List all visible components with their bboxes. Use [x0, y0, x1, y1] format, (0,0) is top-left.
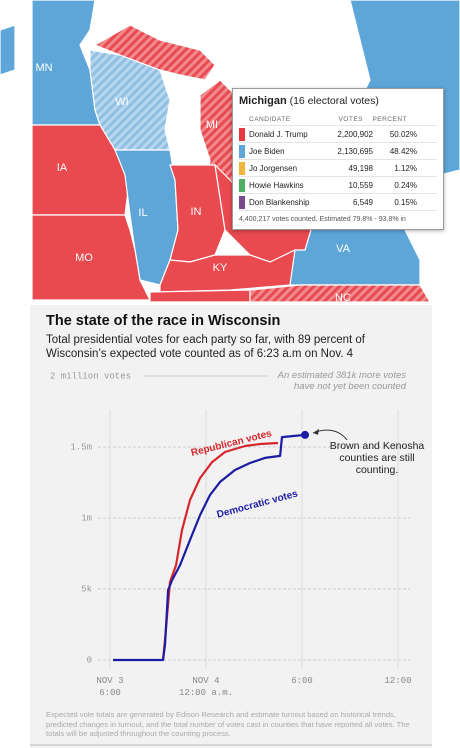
candidate: Joe Biden — [249, 146, 285, 156]
state-label: MO — [75, 252, 93, 264]
candidate: Howie Hawkins — [249, 180, 304, 190]
table-row: Jo Jorgensen 49,198 1.12% — [239, 160, 437, 177]
series-label: Democratic votes — [216, 488, 300, 520]
series-line — [113, 433, 306, 662]
color-swatch — [239, 195, 245, 209]
arrow-head — [313, 428, 320, 435]
state — [0, 24, 16, 76]
tooltip: Michigan (16 electoral votes) CANDIDATE … — [232, 88, 444, 230]
state — [249, 284, 431, 302]
chart-panel — [30, 305, 432, 748]
votes: 6,549 — [352, 197, 373, 207]
y-tick-label: 0 — [87, 655, 92, 665]
color-swatch — [239, 144, 245, 158]
chart-subtitle: Total presidential votes for each party … — [46, 334, 365, 360]
state-label: VA — [336, 243, 351, 255]
color-swatch — [239, 161, 245, 175]
table-header: CANDIDATE VOTES PERCENT — [239, 113, 437, 126]
state-label: IN — [191, 206, 202, 218]
votes: 2,130,695 — [337, 146, 373, 156]
footnote: Expected vote totals are generated by Ed… — [46, 710, 410, 739]
percent: 1.12% — [394, 163, 417, 173]
x-tick-label: NOV 4 12:00 a.m. — [178, 676, 233, 698]
candidate: Don Blankenship — [249, 197, 310, 207]
state — [31, 214, 151, 301]
column-header: PERCENT — [372, 115, 407, 123]
percent: 0.24% — [394, 180, 417, 190]
tooltip-title: Michigan (16 electoral votes) — [239, 95, 437, 107]
state-label: IA — [57, 162, 68, 174]
state-label: MN — [35, 62, 52, 74]
end-point — [301, 430, 310, 439]
votes: 10,559 — [348, 180, 373, 190]
y-tick-label: 1.5m — [70, 442, 92, 452]
percent: 50.02% — [389, 129, 417, 139]
candidate: Donald J. Trump — [249, 129, 308, 139]
votes: 49,198 — [348, 163, 373, 173]
tooltip-subtitle: (16 electoral votes) — [289, 95, 379, 107]
table-row: Don Blankenship 6,549 0.15% — [239, 194, 437, 211]
table-row: Donald J. Trump 2,200,902 50.02% — [239, 126, 437, 143]
state-label: IL — [138, 207, 147, 219]
color-swatch — [239, 127, 245, 141]
tooltip-footer: 4,400,217 votes counted. Estimated 79.8%… — [239, 216, 406, 223]
x-tick-label: 6:00 — [291, 676, 313, 686]
column-header: VOTES — [338, 115, 363, 123]
x-tick-label: 12:00 — [384, 676, 412, 686]
votes: 2,200,902 — [337, 129, 373, 139]
y-tick-label: 1m — [81, 513, 92, 523]
candidate: Jo Jorgensen — [249, 163, 298, 173]
state-name: Michigan — [239, 95, 287, 107]
table-body: Donald J. Trump 2,200,902 50.02% Joe Biden 2… — [239, 126, 437, 211]
state-label: KY — [213, 262, 228, 274]
state — [93, 24, 216, 81]
chart-title: The state of the race in Wisconsin — [46, 313, 281, 329]
percent: 0.15% — [394, 197, 417, 207]
y-tick-label: 2 million votes — [50, 371, 131, 381]
y-tick-label: 5k — [81, 584, 92, 594]
percent: 48.42% — [389, 146, 417, 156]
annotation: An estimated 381k more votes have not ye… — [277, 370, 406, 392]
series-line — [161, 441, 279, 661]
annotation: Brown and Kenosha counties are still cou… — [329, 440, 425, 476]
state-label: NC — [335, 292, 351, 302]
x-tick-label: NOV 3 6:00 — [96, 676, 124, 698]
state-label: WI — [115, 96, 128, 108]
table-row: Howie Hawkins 10,559 0.24% — [239, 177, 437, 194]
state — [149, 289, 251, 302]
table-row: Joe Biden 2,130,695 48.42% — [239, 143, 437, 160]
column-header: CANDIDATE — [249, 115, 291, 123]
state-label: MI — [206, 119, 218, 131]
color-swatch — [239, 178, 245, 192]
